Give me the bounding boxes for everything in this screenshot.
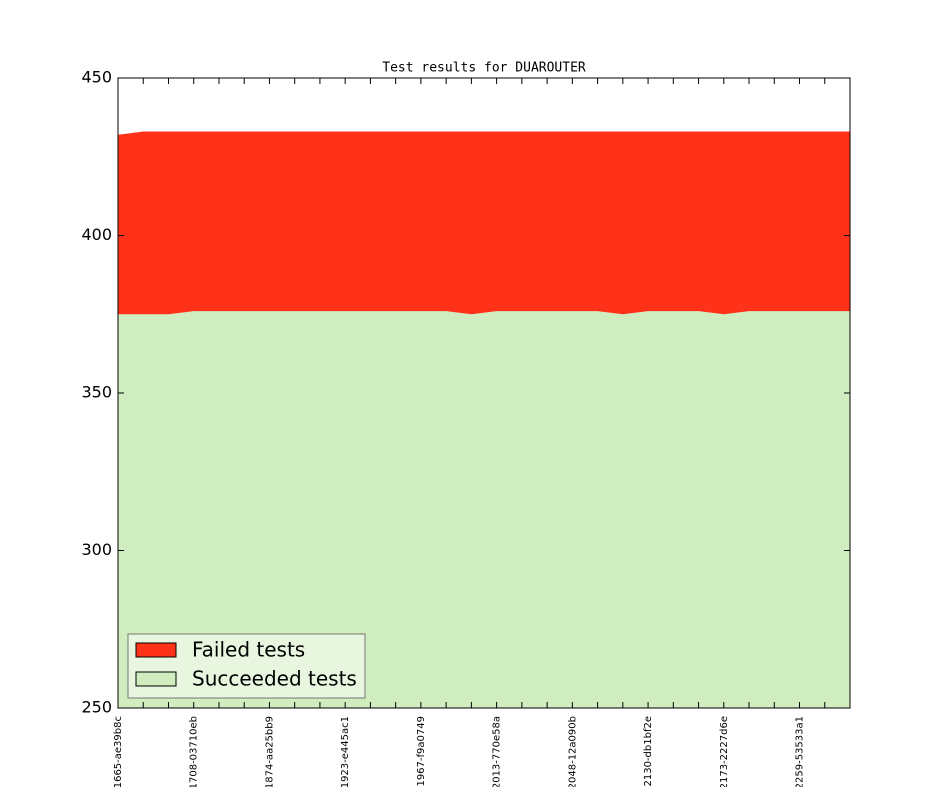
legend-swatch — [135, 642, 177, 658]
y-tick-label: 300 — [81, 540, 112, 559]
x-tick-label: 2259-53533a1 — [795, 716, 806, 787]
x-tick-label: 1967-f9a0749 — [416, 716, 427, 787]
y-tick-label: 350 — [81, 383, 112, 402]
y-tick-label: 250 — [81, 698, 112, 717]
x-tick-label: 2013-770e58a — [492, 716, 503, 787]
x-tick-label: 2048-12a090b — [567, 716, 578, 787]
area — [118, 311, 850, 708]
x-tick-label: 1665-ae39b8c — [113, 716, 124, 787]
area — [118, 131, 850, 315]
chart-title: Test results for DUAROUTER — [382, 61, 586, 76]
x-tick-label: 2173-2227d6e — [719, 716, 730, 787]
x-tick-label: 1708-03710eb — [189, 716, 200, 787]
legend-swatch — [135, 671, 177, 687]
x-tick-label: 2130-db1bf2e — [643, 716, 654, 787]
x-tick-label: 1923-e445ac1 — [340, 716, 351, 787]
x-tick-label: 1874-aa25bb9 — [264, 716, 275, 787]
legend-label: Failed tests — [192, 638, 305, 662]
legend-label: Succeeded tests — [192, 667, 357, 691]
y-tick-label: 400 — [81, 225, 112, 244]
y-tick-label: 450 — [81, 68, 112, 87]
